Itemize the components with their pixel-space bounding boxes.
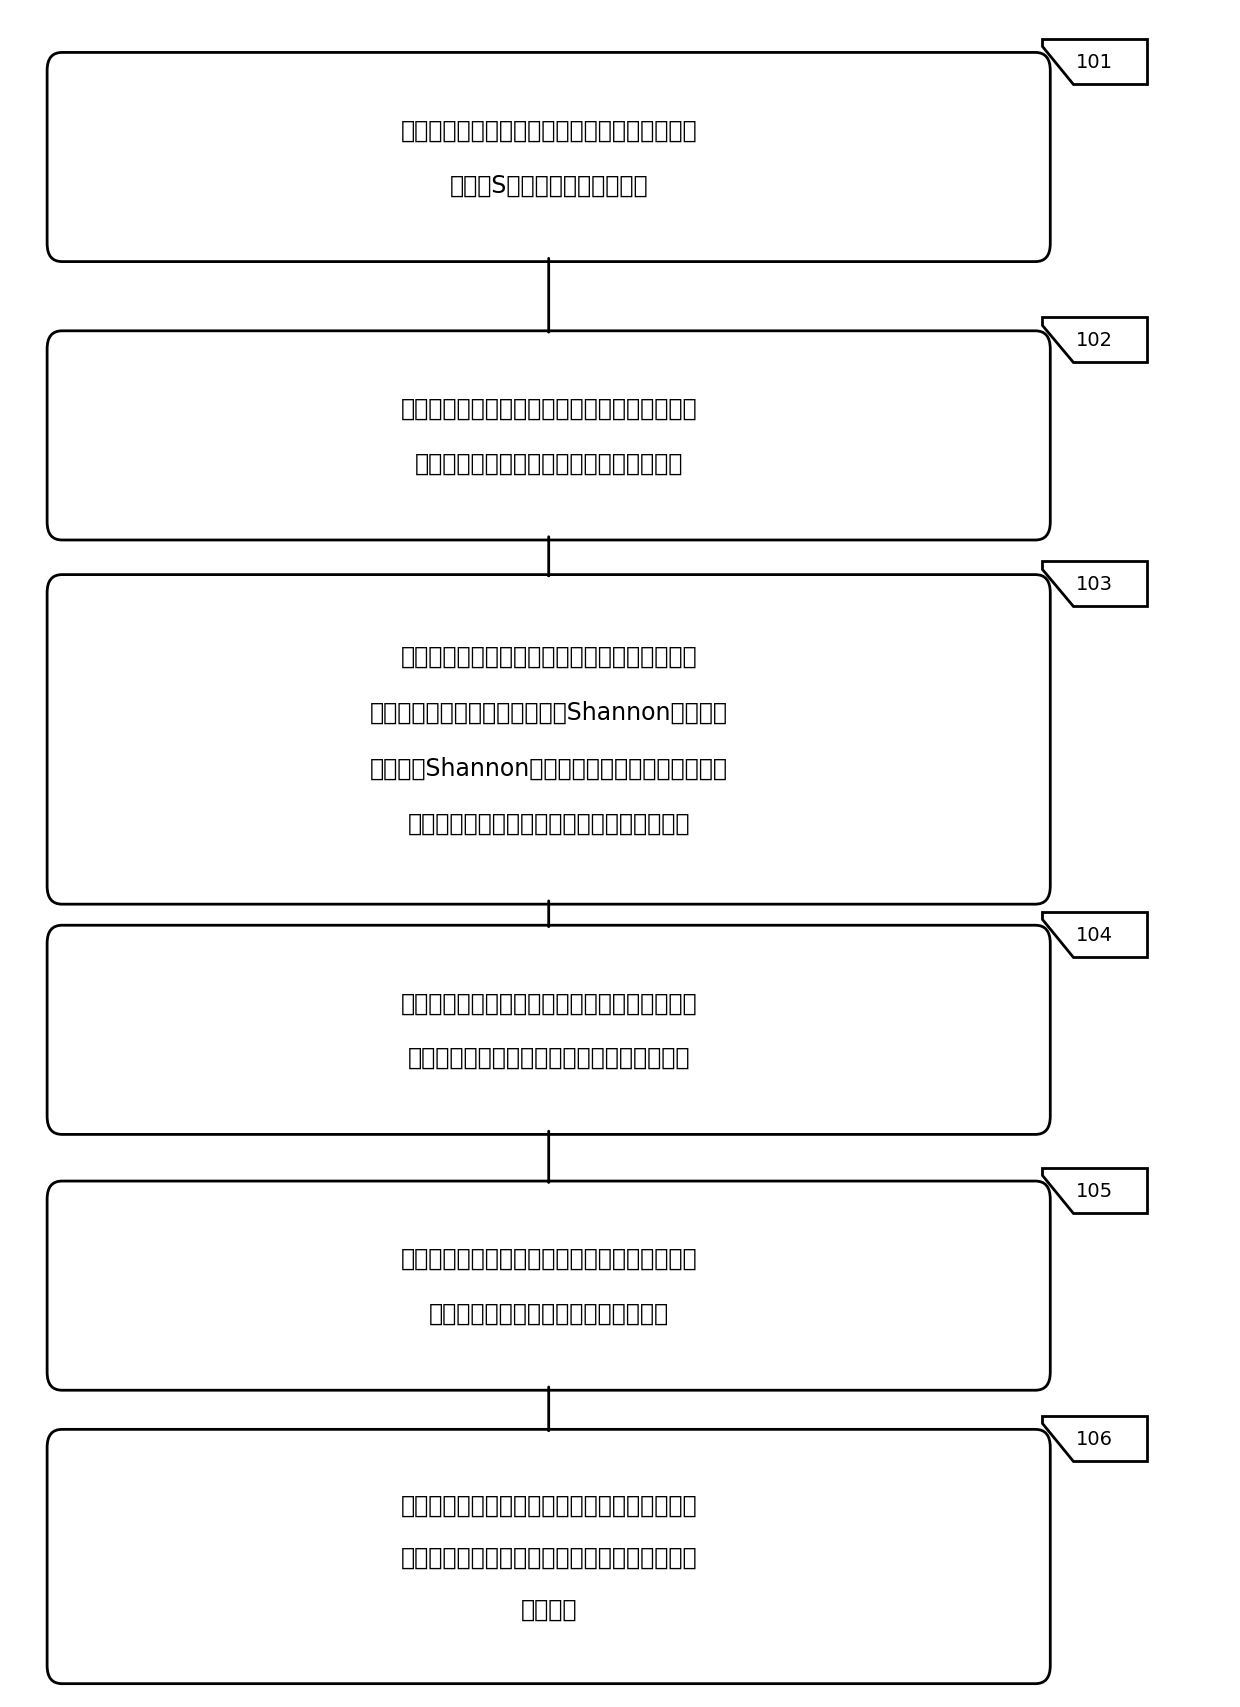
Text: 104: 104	[1076, 925, 1112, 944]
Text: 征向量作为输入，构建多分类支持向量机模型: 征向量作为输入，构建多分类支持向量机模型	[408, 1046, 689, 1070]
Text: 进行奇异值分解，得到模矩阵的奇异值序列: 进行奇异值分解，得到模矩阵的奇异值序列	[414, 452, 683, 476]
Polygon shape	[1042, 1168, 1147, 1214]
Text: 好的支持向量机模型，得到待识别的局部放电信: 好的支持向量机模型，得到待识别的局部放电信	[401, 1545, 697, 1569]
Text: 号进行S变换，得到复时频矩阵: 号进行S变换，得到复时频矩阵	[449, 174, 649, 198]
Text: 值序列的Shannon熵的比值，并以比值作为局部放: 值序列的Shannon熵的比值，并以比值作为局部放	[370, 756, 728, 780]
Text: 101: 101	[1076, 53, 1112, 72]
Text: 获取已知来源的局部放电信号，并对局部放电信: 获取已知来源的局部放电信号，并对局部放电信	[401, 118, 697, 142]
Polygon shape	[1042, 562, 1147, 608]
FancyBboxPatch shape	[47, 575, 1050, 905]
FancyBboxPatch shape	[47, 53, 1050, 263]
FancyBboxPatch shape	[47, 331, 1050, 541]
Polygon shape	[1042, 39, 1147, 85]
Text: 106: 106	[1076, 1429, 1112, 1448]
Text: 号的来源: 号的来源	[521, 1596, 577, 1620]
Polygon shape	[1042, 912, 1147, 958]
Text: 105: 105	[1076, 1181, 1112, 1200]
FancyBboxPatch shape	[47, 1181, 1050, 1391]
FancyBboxPatch shape	[47, 1429, 1050, 1683]
Polygon shape	[1042, 1417, 1147, 1461]
Text: 将局部放电信号作为样本，对支持向量机模型进: 将局部放电信号作为样本，对支持向量机模型进	[401, 1246, 697, 1270]
Text: 将待识别的局部放电信号的特征向量输入到训练: 将待识别的局部放电信号的特征向量输入到训练	[401, 1494, 697, 1518]
Text: 行训练，得到训练好的支持向量机模型: 行训练，得到训练好的支持向量机模型	[429, 1301, 668, 1325]
Polygon shape	[1042, 318, 1147, 364]
Text: 102: 102	[1076, 331, 1112, 350]
FancyBboxPatch shape	[47, 925, 1050, 1135]
Text: 电信号特征向量建立局部放电信号特征样本库: 电信号特征向量建立局部放电信号特征样本库	[408, 811, 689, 835]
Text: 以局部放电信号特征样本库内的局部放电信号特: 以局部放电信号特征样本库内的局部放电信号特	[401, 990, 697, 1016]
Text: 根据奇异值序列将奇异值序列等分为至少两个区: 根据奇异值序列将奇异值序列等分为至少两个区	[401, 644, 697, 669]
Text: 间，计算每个区间内的奇异值的Shannon熵与奇异: 间，计算每个区间内的奇异值的Shannon熵与奇异	[370, 700, 728, 724]
Text: 对复时频矩阵进行求模得到模矩阵，并对模矩阵: 对复时频矩阵进行求模得到模矩阵，并对模矩阵	[401, 396, 697, 420]
Text: 103: 103	[1076, 575, 1112, 594]
